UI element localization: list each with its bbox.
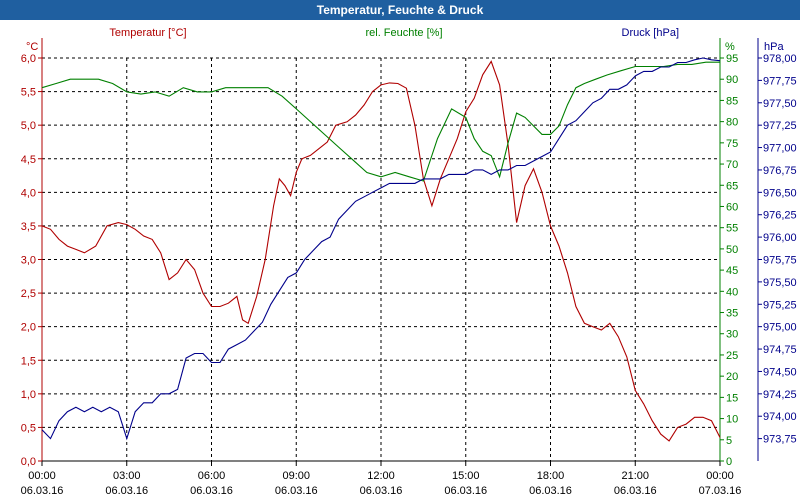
temp-tick-label: 5,5 — [21, 87, 36, 99]
humidity-tick-label: 55 — [726, 223, 738, 235]
x-tick-time: 00:00 — [706, 470, 734, 482]
x-tick-time: 00:00 — [28, 470, 56, 482]
temp-tick-label: 4,5 — [21, 154, 36, 166]
x-tick-date: 06.03.16 — [360, 485, 403, 497]
humidity-tick-label: 5 — [726, 435, 732, 447]
series-humidity-line — [41, 61, 720, 182]
x-tick-time: 15:00 — [452, 470, 480, 482]
humidity-tick-label: 50 — [726, 244, 738, 256]
humidity-tick-label: 75 — [726, 138, 738, 150]
humidity-tick-label: 30 — [726, 329, 738, 341]
pressure-tick-label: 973,75 — [763, 434, 797, 446]
pressure-tick-label: 974,75 — [763, 344, 797, 356]
temp-tick-label: 6,0 — [21, 53, 36, 65]
x-tick-time: 09:00 — [282, 470, 310, 482]
pressure-tick-label: 976,75 — [763, 165, 797, 177]
pressure-tick-label: 977,25 — [763, 120, 797, 132]
temp-axis-title: Temperatur [°C] — [109, 27, 186, 39]
pressure-tick-label: 975,75 — [763, 255, 797, 267]
temp-tick-label: 0,0 — [21, 456, 36, 468]
axes — [38, 38, 762, 466]
pressure-tick-label: 975,50 — [763, 277, 797, 289]
pressure-tick-label: 974,00 — [763, 411, 797, 423]
temp-unit: °C — [26, 41, 38, 53]
pressure-tick-label: 977,00 — [763, 143, 797, 155]
humidity-tick-label: 45 — [726, 265, 738, 277]
pressure-tick-label: 977,75 — [763, 75, 797, 87]
humidity-tick-label: 90 — [726, 74, 738, 86]
series-lines — [41, 57, 721, 442]
humidity-tick-label: 95 — [726, 53, 738, 65]
humidity-tick-label: 10 — [726, 414, 738, 426]
pressure-tick-label: 976,25 — [763, 210, 797, 222]
series-temperature-line — [41, 60, 721, 442]
temp-tick-label: 4,0 — [21, 187, 36, 199]
x-tick-time: 06:00 — [198, 470, 226, 482]
x-tick-time: 18:00 — [537, 470, 565, 482]
temp-tick-label: 1,5 — [21, 355, 36, 367]
grid — [42, 57, 720, 461]
pressure-tick-label: 978,00 — [763, 53, 797, 65]
humidity-tick-label: 20 — [726, 371, 738, 383]
humidity-tick-label: 60 — [726, 201, 738, 213]
humidity-tick-label: 85 — [726, 95, 738, 107]
humidity-tick-label: 15 — [726, 392, 738, 404]
pressure-tick-label: 977,50 — [763, 98, 797, 110]
pressure-tick-label: 974,25 — [763, 389, 797, 401]
pressure-tick-label: 976,00 — [763, 232, 797, 244]
temp-tick-label: 2,0 — [21, 322, 36, 334]
pressure-tick-label: 975,00 — [763, 322, 797, 334]
temp-tick-label: 3,5 — [21, 221, 36, 233]
temp-tick-label: 5,0 — [21, 120, 36, 132]
tick-labels: 00:00 06.03.16 03:00 06.03.16 06:00 06.03.16 0… — [21, 27, 797, 497]
x-tick-time: 21:00 — [621, 470, 649, 482]
humidity-axis-title: rel. Feuchte [%] — [365, 27, 442, 39]
temp-tick-label: 1,0 — [21, 389, 36, 401]
x-tick-date: 06.03.16 — [105, 485, 148, 497]
x-tick-time: 03:00 — [113, 470, 141, 482]
x-tick-date: 06.03.16 — [529, 485, 572, 497]
chart-title: Temperatur, Feuchte & Druck — [0, 0, 800, 20]
humidity-tick-label: 80 — [726, 117, 738, 129]
humidity-tick-label: 0 — [726, 456, 732, 468]
series-pressure-line — [41, 57, 721, 441]
x-tick-date: 06.03.16 — [21, 485, 64, 497]
temp-tick-label: 2,5 — [21, 288, 36, 300]
humidity-tick-label: 35 — [726, 308, 738, 320]
pressure-unit: hPa — [764, 41, 784, 53]
x-tick-time: 12:00 — [367, 470, 395, 482]
pressure-axis-title: Druck [hPa] — [622, 27, 679, 39]
humidity-tick-label: 70 — [726, 159, 738, 171]
temp-tick-label: 3,0 — [21, 255, 36, 267]
pressure-tick-label: 974,50 — [763, 366, 797, 378]
x-tick-date: 06.03.16 — [614, 485, 657, 497]
humidity-tick-label: 40 — [726, 286, 738, 298]
temp-tick-label: 0,5 — [21, 422, 36, 434]
x-tick-date: 06.03.16 — [275, 485, 318, 497]
pressure-tick-label: 975,25 — [763, 299, 797, 311]
humidity-tick-label: 25 — [726, 350, 738, 362]
x-tick-date: 06.03.16 — [444, 485, 487, 497]
pressure-tick-label: 976,50 — [763, 187, 797, 199]
x-tick-date: 06.03.16 — [190, 485, 233, 497]
x-tick-date: 07.03.16 — [699, 485, 742, 497]
humidity-unit: % — [725, 41, 735, 53]
humidity-tick-label: 65 — [726, 180, 738, 192]
